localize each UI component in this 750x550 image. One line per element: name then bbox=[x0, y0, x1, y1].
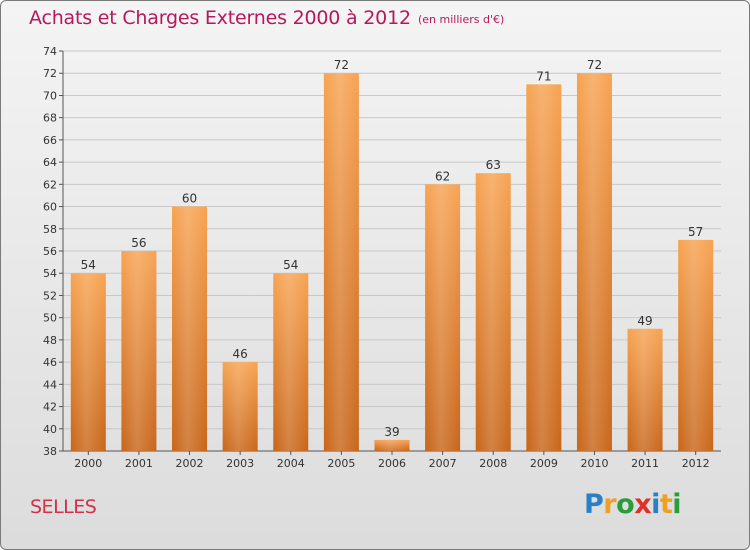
data-label: 49 bbox=[637, 314, 652, 328]
y-tick-label: 42 bbox=[43, 401, 57, 414]
x-tick-label: 2011 bbox=[631, 457, 659, 470]
logo-letter: r bbox=[603, 489, 617, 520]
x-tick-label: 2009 bbox=[530, 457, 558, 470]
logo-letter: P bbox=[584, 489, 604, 520]
data-label: 72 bbox=[334, 58, 349, 72]
bar-highlight bbox=[121, 251, 157, 451]
bar-highlight bbox=[475, 173, 511, 451]
bar-highlight bbox=[526, 84, 562, 451]
data-label: 54 bbox=[81, 258, 96, 272]
x-tick-label: 2005 bbox=[327, 457, 355, 470]
x-tick-label: 2006 bbox=[378, 457, 406, 470]
data-label: 71 bbox=[536, 69, 551, 83]
y-tick-label: 72 bbox=[43, 67, 57, 80]
x-tick-label: 2002 bbox=[176, 457, 204, 470]
grid-lines bbox=[63, 50, 721, 452]
y-tick-label: 54 bbox=[43, 267, 57, 280]
bar-highlight bbox=[374, 439, 410, 451]
proxiti-logo: Proxiti bbox=[584, 489, 682, 520]
x-tick-label: 2001 bbox=[125, 457, 153, 470]
data-label: 57 bbox=[688, 225, 703, 239]
logo-letter: t bbox=[659, 489, 673, 520]
y-tick-label: 58 bbox=[43, 223, 57, 236]
x-tick-label: 2012 bbox=[682, 457, 710, 470]
y-tick-label: 44 bbox=[43, 378, 57, 391]
bar-highlight bbox=[172, 206, 208, 451]
y-tick-label: 62 bbox=[43, 178, 57, 191]
bar-highlight bbox=[576, 73, 612, 451]
y-tick-label: 50 bbox=[43, 312, 57, 325]
y-tick-label: 48 bbox=[43, 334, 57, 347]
y-tick-label: 60 bbox=[43, 201, 57, 214]
commune-name: SELLES bbox=[30, 496, 97, 518]
x-tick-label: 2000 bbox=[74, 457, 102, 470]
logo-letter: o bbox=[616, 489, 635, 520]
data-label: 60 bbox=[182, 192, 197, 206]
data-label: 54 bbox=[283, 258, 298, 272]
logo-letter: x bbox=[634, 489, 652, 520]
data-label: 72 bbox=[587, 58, 602, 72]
y-tick-label: 68 bbox=[43, 112, 57, 125]
data-label: 62 bbox=[435, 169, 450, 183]
bar-highlight bbox=[627, 328, 663, 451]
x-tick-label: 2008 bbox=[479, 457, 507, 470]
bar-highlight bbox=[323, 73, 359, 451]
y-tick-label: 40 bbox=[43, 423, 57, 436]
bars bbox=[70, 73, 714, 452]
x-tick-label: 2010 bbox=[580, 457, 608, 470]
chart-title: Achats et Charges Externes 2000 à 2012 bbox=[29, 7, 411, 29]
y-tick-label: 64 bbox=[43, 156, 57, 169]
bar-highlight bbox=[425, 184, 461, 452]
bar-highlight bbox=[222, 362, 258, 451]
bar-highlight bbox=[273, 273, 309, 451]
data-label: 46 bbox=[233, 347, 248, 361]
data-labels: 54 56 60 46 54 72 39 62 63 71 72 49 57 bbox=[81, 58, 704, 439]
y-tick-label: 66 bbox=[43, 134, 57, 147]
data-label: 63 bbox=[486, 158, 501, 172]
data-label: 56 bbox=[131, 236, 146, 250]
y-tick-label: 52 bbox=[43, 289, 57, 302]
y-tick-label: 38 bbox=[43, 445, 57, 458]
y-tick-label: 46 bbox=[43, 356, 57, 369]
y-tick-label: 74 bbox=[43, 45, 57, 58]
x-tick-label: 2004 bbox=[277, 457, 305, 470]
data-label: 39 bbox=[384, 425, 399, 439]
x-tick-label: 2003 bbox=[226, 457, 254, 470]
x-tick-label: 2007 bbox=[429, 457, 457, 470]
logo-letter: i bbox=[651, 489, 660, 520]
bar-highlight bbox=[70, 273, 106, 451]
bar-highlight bbox=[678, 239, 714, 451]
y-tick-label: 70 bbox=[43, 89, 57, 102]
y-tick-label: 56 bbox=[43, 245, 57, 258]
logo-letter: i bbox=[672, 489, 682, 520]
chart-subtitle: (en milliers d'€) bbox=[418, 13, 505, 26]
